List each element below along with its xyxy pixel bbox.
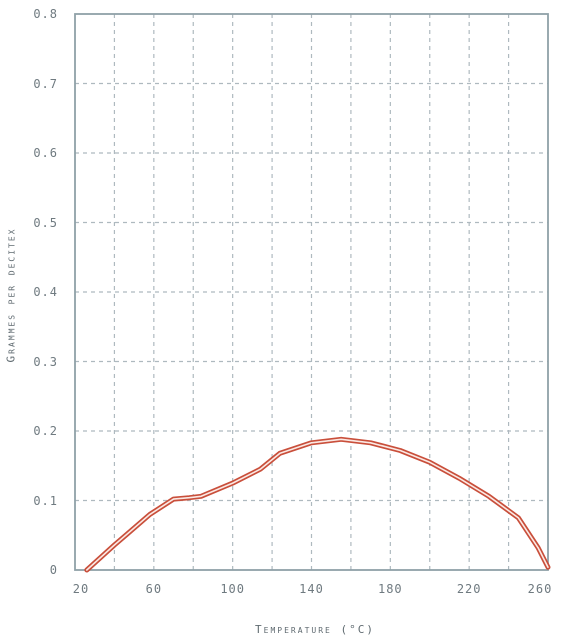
y-tick-label: 0.4 bbox=[33, 285, 58, 299]
series-line bbox=[84, 436, 551, 573]
y-tick-label: 0.6 bbox=[33, 146, 58, 160]
plot-border bbox=[74, 13, 549, 571]
y-tick-label: 0.7 bbox=[33, 76, 58, 91]
y-tick-label: 0 bbox=[49, 563, 58, 577]
y-tick-label: 0.3 bbox=[33, 354, 58, 369]
y-tick-label: 0.8 bbox=[33, 7, 58, 21]
x-tick-label: 140 bbox=[299, 582, 324, 596]
x-tick-label: 60 bbox=[145, 582, 163, 596]
x-axis-title: Temperature (°C) bbox=[255, 623, 375, 636]
x-tick-label: 100 bbox=[220, 582, 245, 596]
x-tick-label: 220 bbox=[456, 582, 482, 596]
series-line-inner bbox=[86, 438, 549, 571]
x-tick-label: 260 bbox=[527, 582, 553, 596]
y-axis-title: Grammes per decitex bbox=[4, 227, 18, 363]
x-tick-label: 180 bbox=[377, 582, 403, 596]
y-tick-label: 0.1 bbox=[33, 493, 58, 508]
y-tick-label: 0.5 bbox=[33, 215, 58, 230]
x-tick-label: 20 bbox=[72, 582, 90, 596]
y-tick-label: 0.2 bbox=[33, 424, 58, 438]
